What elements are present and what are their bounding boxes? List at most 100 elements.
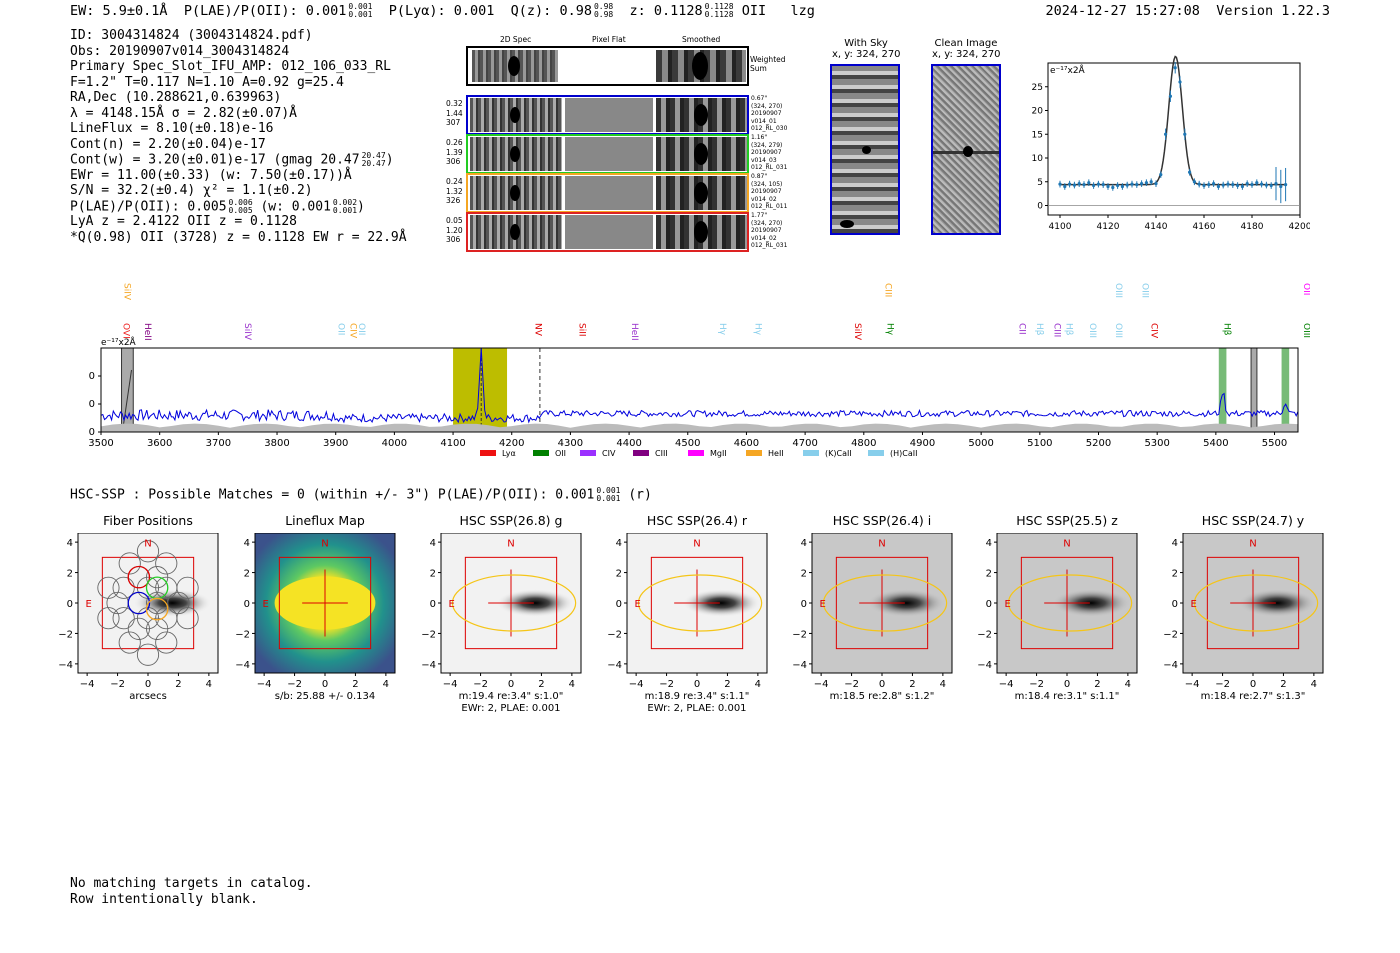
spectrum-xtick-label: 3900 [323,438,348,449]
spectrum-line-label: Hβ [1222,323,1232,336]
hsc-xtick-label: 4 [1311,679,1317,690]
zoom-data-point [1226,182,1230,186]
zoom-data-point [1183,132,1187,136]
spectrum-line-label: Hγ [884,323,894,336]
cutout-row-4-stats: 0.05 1.20 306 [446,216,463,245]
aperture-box [1206,556,1300,650]
fiber-circle [136,643,160,666]
hsc-ytick-label: 4 [430,538,436,549]
zoom-data-point [1164,132,1168,136]
zoom-data-point [1236,183,1240,188]
spectrum-xtick-label: 4500 [675,438,700,449]
hsc-header: HSC-SSP : Possible Matches = 0 (within +… [70,487,652,503]
spectrum-xtick-label: 4200 [499,438,524,449]
hsc-panel-title: HSC SSP(26.4) r [646,513,748,528]
header-z-sup: 0.1128 [704,2,734,11]
cutout-row-3-smoothed-source [694,182,708,204]
cutout-row-meta-line: 20190907 [751,227,782,235]
compass-east: E [85,599,91,610]
spectrum-flux-line [100,347,1299,424]
cutout-title-2d: 2D Spec [500,35,532,44]
galaxy-ellipse [637,574,763,632]
header-z-sub: 0.1128 [704,10,734,19]
spectrum-line-label: OII [1301,283,1310,295]
hsc-xtick-label: 4 [383,679,389,690]
zoom-data-point [1087,181,1091,185]
cutout-row-4 [466,212,749,252]
zoom-data-point [1264,183,1268,187]
zoom-ytick-label: 20 [1032,107,1044,117]
spectrum-xtick-label: 5400 [1203,438,1228,449]
zoom-data-point [1168,94,1172,98]
compass-north: N [1249,539,1256,550]
cutout-row-stat: 1.32 [446,186,463,196]
zoom-data-point [1149,180,1153,184]
hsc-ytick-label: −4 [607,660,622,671]
zoom-data-point [1216,184,1220,189]
spectrum-xtick-label: 4300 [558,438,583,449]
footer-line-1: No matching targets in catalog. [70,876,313,891]
with-sky-source [862,146,871,154]
header-version-label: Version 1.22.3 [1216,3,1330,19]
cutout-row-2-flat [565,137,653,171]
legend-swatch [533,450,549,456]
zoom-data-point [1130,182,1134,186]
zoom-fit-curve [1060,55,1286,186]
header-plae: P(LAE)/P(OII): 0.001 [183,3,347,19]
with-sky-image [830,64,900,235]
cutout-row-meta-line: v014_01 [751,117,777,125]
fiber-red [127,565,151,589]
zoom-data-point [1058,182,1062,186]
fiber-circle [118,552,141,575]
cutout-row-2-smoothed [656,137,747,171]
spectrum-ytick-label: 0 [89,427,95,438]
aperture-box [464,556,558,650]
cutout-row-1-flat [565,98,653,132]
header-plae-sub: 0.001 [348,10,373,19]
fiber-circle [97,607,120,630]
header-ew: EW: 5.9±0.1Å [70,3,168,19]
legend-label: CIV [602,449,616,458]
weighted-sum-label: Weighted Sum [750,55,786,73]
zoom-ytick-label: 15 [1032,130,1043,140]
cutout-row-meta-line: 20190907 [751,110,782,118]
hsc-xtick-label: 2 [1280,679,1286,690]
cutout-row-3-meta: 0.87" (324, 105) 20190907 v014_02 012_RL_011 [751,173,787,211]
header-flag: lzg [790,3,815,19]
hsc-panel-title: HSC SSP(26.8) g [459,513,563,528]
zoom-xtick-label: 4180 [1241,222,1264,232]
clean-image [931,64,1001,235]
info-contw-sup: 20.47 [361,151,386,160]
hsc-ytick-label: −4 [421,660,436,671]
legend-label: CIII [655,449,668,458]
galaxy-ellipse [451,574,577,632]
hsc-panel-title: Fiber Positions [103,513,193,528]
legend-swatch [746,450,762,456]
header-q: Q(z): 0.98 [510,3,592,19]
spectrum-line-label: SiIV [122,283,132,301]
cutout-row-2-source [510,146,520,162]
cutout-row-stat: 0.05 [446,216,463,225]
info-plae-sub: 0.005 [228,205,253,215]
hsc-xtick-label: 2 [1094,679,1100,690]
hsc-xtick-label: −2 [1029,679,1044,690]
with-sky-artifact [840,220,854,228]
hsc-xtick-label: 4 [206,679,212,690]
zoom-ytick-label: 10 [1032,154,1044,164]
cutout-row-1-meta: 0.67" (324, 270) 20190907 v014_01 012_RL_030 [751,95,787,133]
spectrum-axes-frame [100,347,1299,433]
cutout-row-meta-line: v014_03 [751,156,777,164]
full-spectrum-chart: e⁻¹⁷x2Å 0 10 20 3500 3600 3700 3800 3900 4000 4100… [88,283,1310,458]
cutout-row-4-source [510,224,520,240]
cutout-row-stat: 1.20 [446,225,463,235]
zoom-data-point [1197,182,1201,186]
footer-line-2: Row intentionally blank. [70,891,258,907]
compass-east: E [448,599,454,610]
hsc-panel-title: Lineflux Map [285,513,365,528]
legend-label: OII [555,449,566,458]
fiber-circle [136,540,160,563]
cutout-row-meta-line: (324, 279) [751,141,783,149]
galaxy-ellipse [1193,574,1319,632]
zoom-data-point [1173,66,1177,70]
